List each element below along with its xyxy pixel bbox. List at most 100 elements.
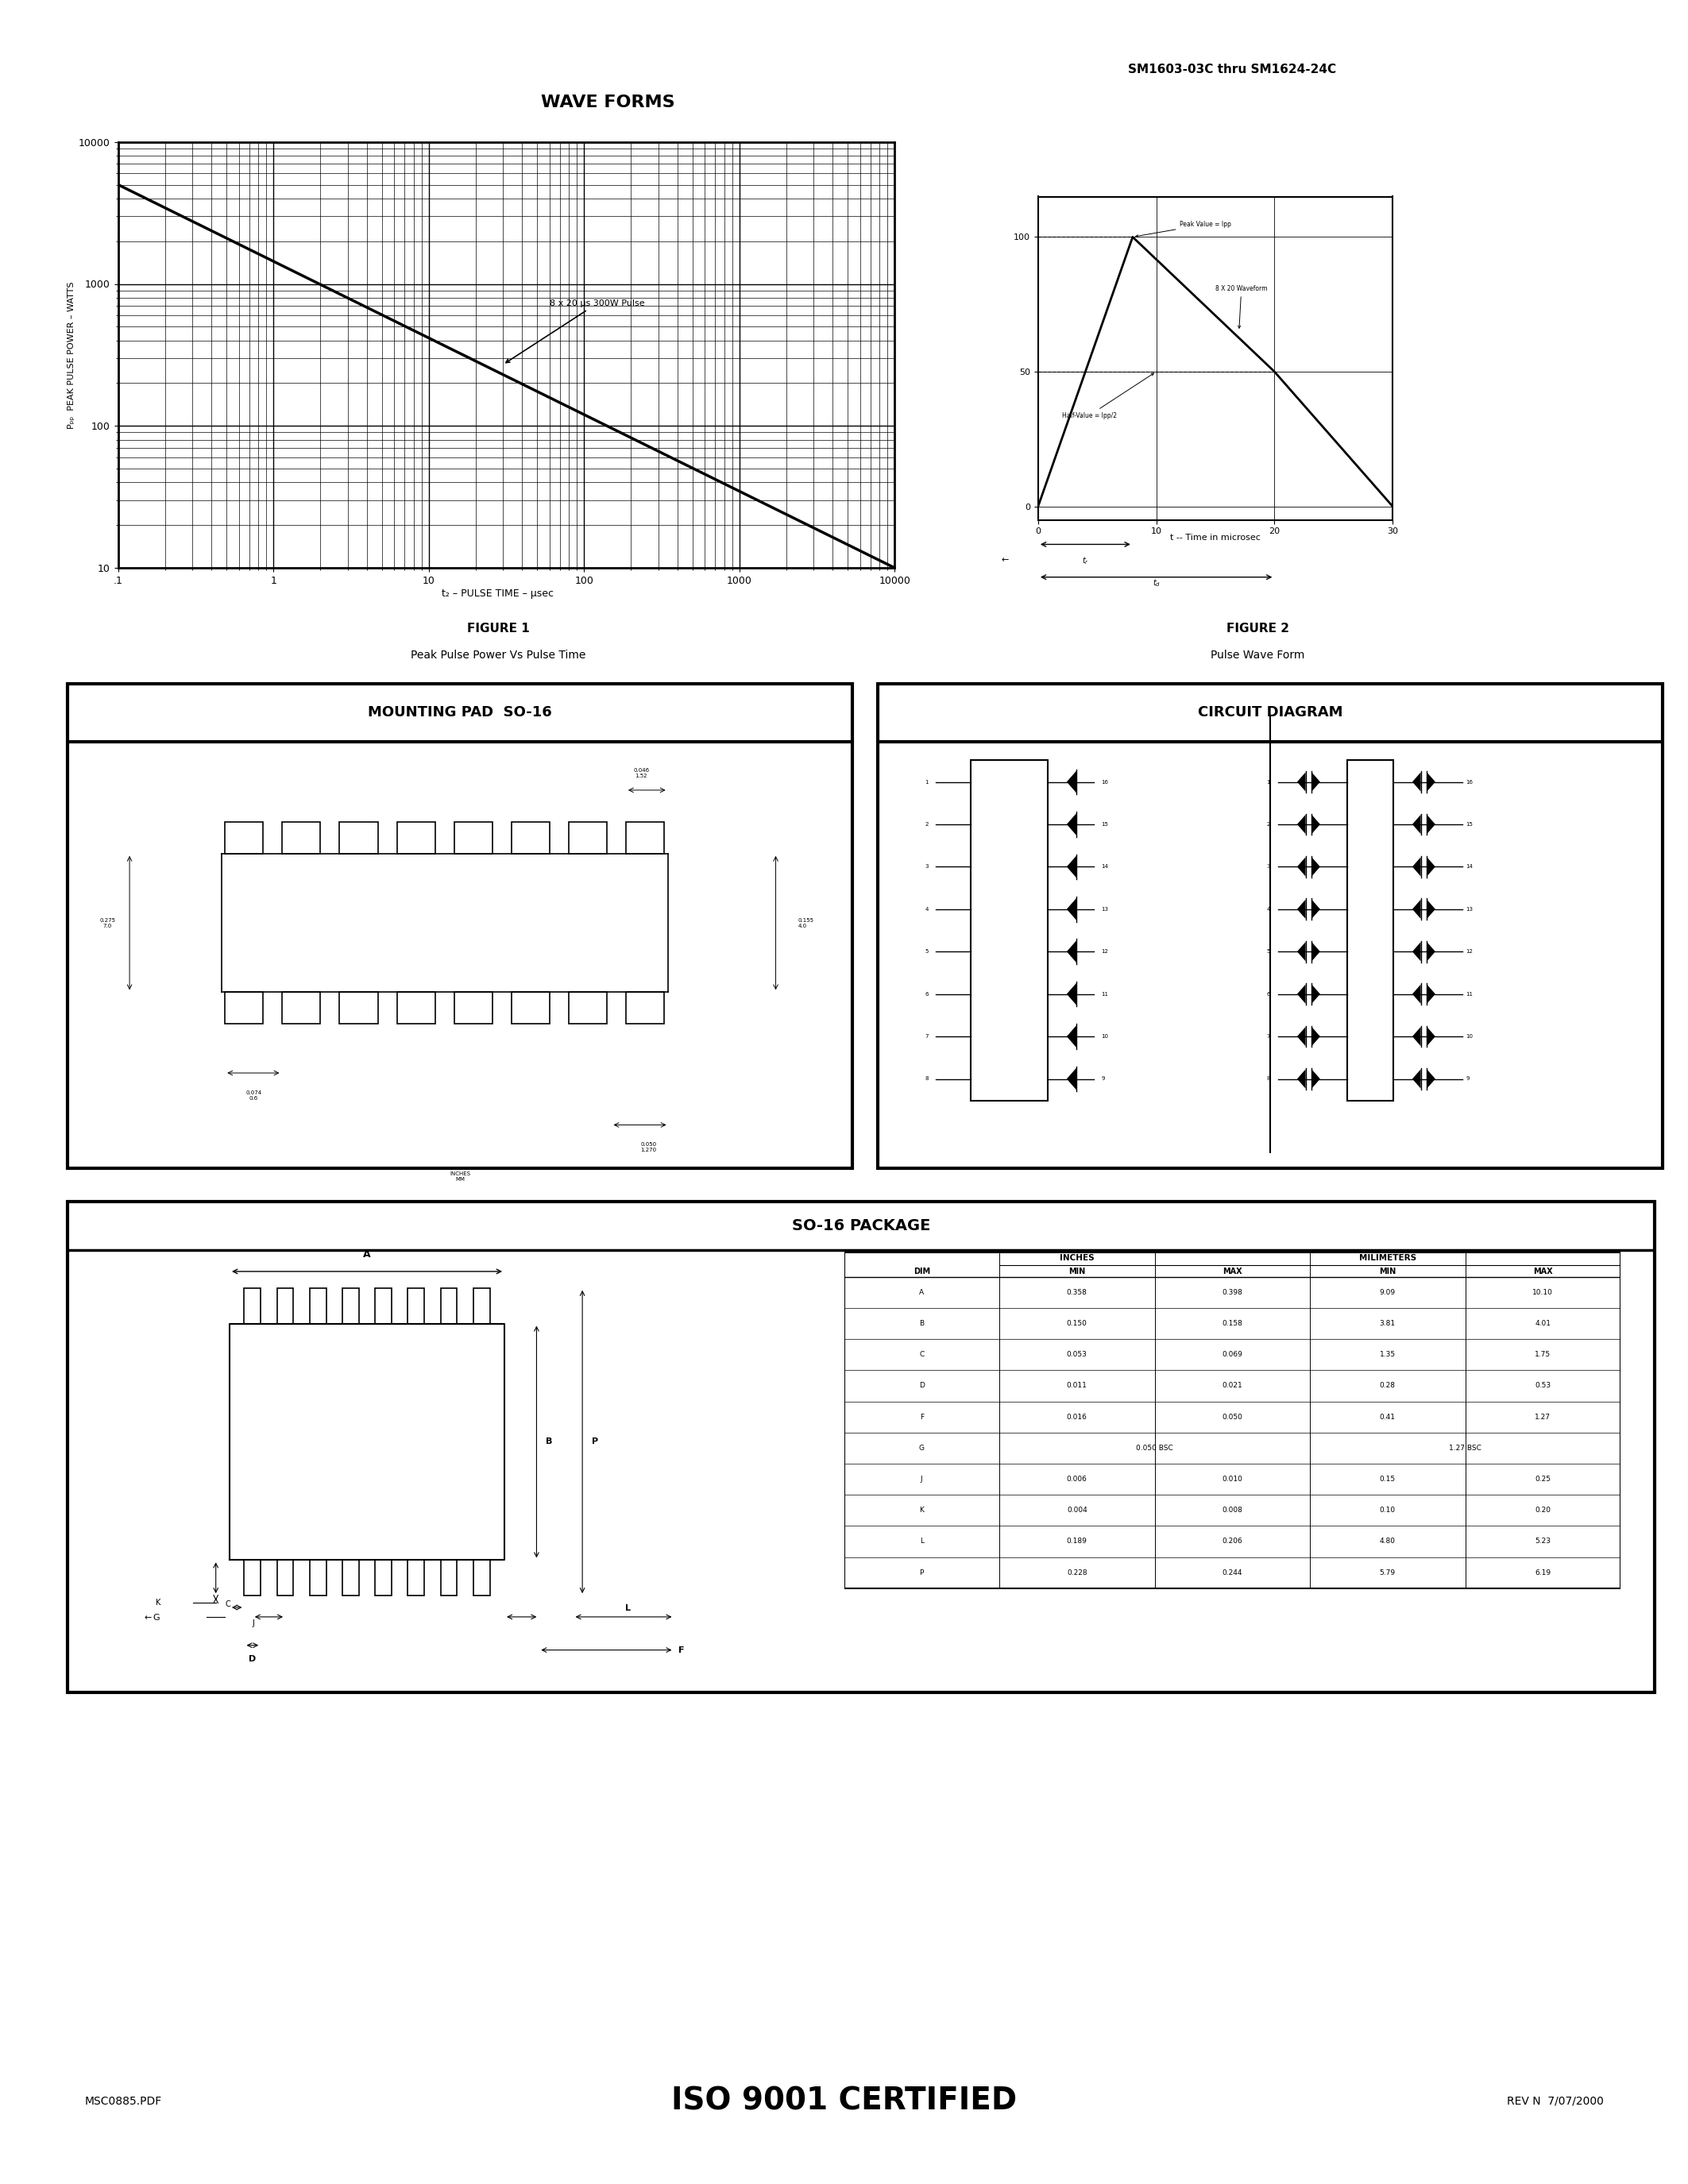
Bar — [971, 760, 1048, 1101]
Text: 3.81: 3.81 — [1379, 1319, 1396, 1328]
Text: 13: 13 — [1467, 906, 1474, 911]
Bar — [454, 992, 493, 1024]
Polygon shape — [1312, 900, 1320, 919]
Bar — [454, 821, 493, 854]
Polygon shape — [1426, 1026, 1435, 1046]
Text: 3: 3 — [925, 865, 928, 869]
Text: F: F — [920, 1413, 923, 1420]
Polygon shape — [1067, 983, 1077, 1005]
Text: 4.01: 4.01 — [1534, 1319, 1551, 1328]
Text: 5.79: 5.79 — [1379, 1568, 1396, 1577]
Text: 15: 15 — [1467, 821, 1474, 828]
Text: ISO 9001 CERTIFIED: ISO 9001 CERTIFIED — [672, 2086, 1016, 2116]
Text: 14: 14 — [1101, 865, 1109, 869]
Polygon shape — [1413, 1070, 1421, 1088]
Text: L: L — [920, 1538, 923, 1544]
Polygon shape — [1426, 985, 1435, 1005]
Text: 8: 8 — [925, 1077, 928, 1081]
Text: 7: 7 — [925, 1033, 928, 1040]
Polygon shape — [1067, 898, 1077, 919]
Polygon shape — [1296, 1070, 1305, 1088]
Text: 10: 10 — [1101, 1033, 1109, 1040]
Text: 0.008: 0.008 — [1222, 1507, 1242, 1514]
Bar — [343, 1559, 360, 1597]
Polygon shape — [1296, 941, 1305, 961]
Text: 7: 7 — [1266, 1033, 1271, 1040]
Text: C: C — [225, 1601, 230, 1607]
Text: 8 X 20 Waveform: 8 X 20 Waveform — [1215, 286, 1268, 328]
Text: F: F — [679, 1647, 685, 1653]
Polygon shape — [1296, 815, 1305, 834]
Text: 0.010: 0.010 — [1222, 1476, 1242, 1483]
Text: 4: 4 — [925, 906, 928, 911]
Bar — [339, 821, 378, 854]
Text: Peak Pulse Power Vs Pulse Time: Peak Pulse Power Vs Pulse Time — [410, 649, 586, 662]
Bar — [473, 1559, 490, 1597]
Bar — [225, 992, 263, 1024]
Text: 8: 8 — [1266, 1077, 1271, 1081]
Text: INCHES: INCHES — [1060, 1254, 1094, 1262]
Text: 1: 1 — [925, 780, 928, 784]
Text: 0.069: 0.069 — [1222, 1352, 1242, 1358]
Text: P: P — [591, 1437, 598, 1446]
Text: 1: 1 — [1266, 780, 1271, 784]
Bar — [626, 992, 663, 1024]
Text: MIN: MIN — [1069, 1267, 1085, 1275]
Bar — [309, 1289, 326, 1324]
Text: Pulse Wave Form: Pulse Wave Form — [1210, 649, 1305, 662]
Polygon shape — [1426, 1070, 1435, 1088]
Bar — [375, 1289, 392, 1324]
Polygon shape — [1067, 1068, 1077, 1090]
Text: 3: 3 — [1266, 865, 1271, 869]
Text: 0.011: 0.011 — [1067, 1382, 1087, 1389]
Text: 0.189: 0.189 — [1067, 1538, 1087, 1544]
Bar — [282, 992, 321, 1024]
Text: 0.158: 0.158 — [1222, 1319, 1242, 1328]
Text: P: P — [920, 1568, 923, 1577]
Polygon shape — [1426, 941, 1435, 961]
Text: 0.28: 0.28 — [1379, 1382, 1396, 1389]
Y-axis label: Pₚₚ  PEAK PULSE POWER – WATTS: Pₚₚ PEAK PULSE POWER – WATTS — [68, 282, 76, 428]
Text: A: A — [920, 1289, 923, 1295]
Polygon shape — [1312, 1026, 1320, 1046]
Polygon shape — [1426, 900, 1435, 919]
Text: 12: 12 — [1467, 950, 1474, 954]
Text: 1.27: 1.27 — [1534, 1413, 1551, 1420]
Polygon shape — [1067, 856, 1077, 878]
Polygon shape — [1312, 985, 1320, 1005]
Text: 0.275
7.0: 0.275 7.0 — [100, 917, 115, 928]
Text: B: B — [920, 1319, 923, 1328]
Polygon shape — [1413, 900, 1421, 919]
Text: 0.016: 0.016 — [1067, 1413, 1087, 1420]
Text: B: B — [545, 1437, 552, 1446]
Text: 0.228: 0.228 — [1067, 1568, 1087, 1577]
Text: 0.004: 0.004 — [1067, 1507, 1087, 1514]
Bar — [277, 1289, 294, 1324]
Text: 12: 12 — [1101, 950, 1109, 954]
Text: 10: 10 — [1467, 1033, 1474, 1040]
Text: 0.25: 0.25 — [1534, 1476, 1551, 1483]
Text: MILIMETERS: MILIMETERS — [1359, 1254, 1416, 1262]
Text: A: A — [363, 1249, 371, 1260]
Polygon shape — [1296, 985, 1305, 1005]
Text: INCHES
MM: INCHES MM — [449, 1171, 471, 1182]
Text: L: L — [625, 1605, 631, 1612]
Polygon shape — [1296, 900, 1305, 919]
Text: 5.23: 5.23 — [1534, 1538, 1551, 1544]
Text: 9: 9 — [1467, 1077, 1470, 1081]
Polygon shape — [1296, 773, 1305, 791]
Text: 9.09: 9.09 — [1379, 1289, 1396, 1295]
Text: J: J — [252, 1618, 255, 1627]
Text: 15: 15 — [1101, 821, 1109, 828]
Bar — [441, 1559, 457, 1597]
Text: CIRCUIT DIAGRAM: CIRCUIT DIAGRAM — [1198, 705, 1342, 721]
Text: SO-16 PACKAGE: SO-16 PACKAGE — [792, 1219, 930, 1234]
Text: DIM: DIM — [913, 1267, 930, 1275]
Polygon shape — [1312, 773, 1320, 791]
Text: 0.046
1.52: 0.046 1.52 — [633, 769, 650, 780]
Text: SM1603-03C thru SM1624-24C: SM1603-03C thru SM1624-24C — [1128, 63, 1337, 76]
Text: Half-Value = Ipp/2: Half-Value = Ipp/2 — [1062, 373, 1153, 419]
Text: K: K — [920, 1507, 923, 1514]
Text: t₂ – PULSE TIME – μsec: t₂ – PULSE TIME – μsec — [442, 590, 554, 598]
Bar — [511, 992, 550, 1024]
